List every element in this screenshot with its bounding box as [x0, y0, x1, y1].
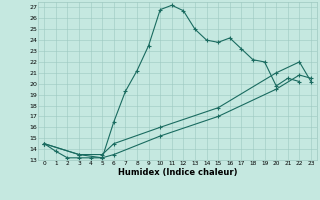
X-axis label: Humidex (Indice chaleur): Humidex (Indice chaleur) [118, 168, 237, 177]
